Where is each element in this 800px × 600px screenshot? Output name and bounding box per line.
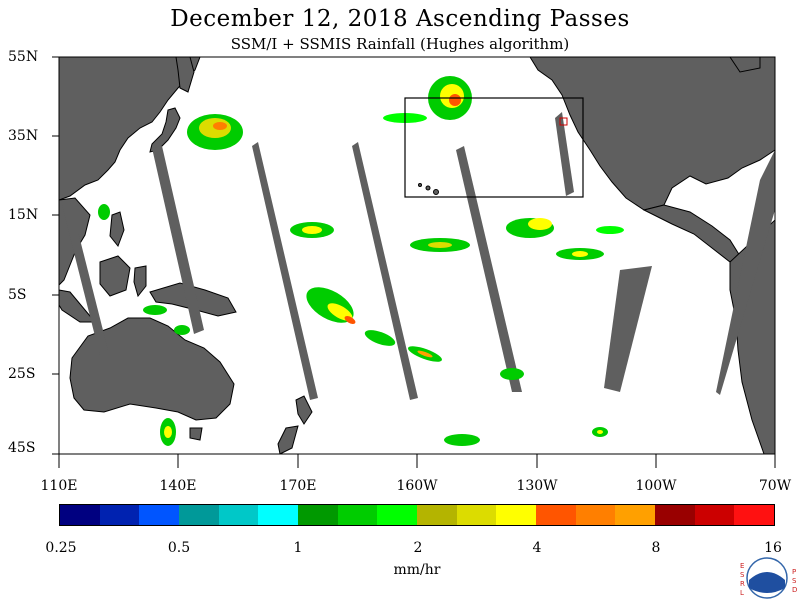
lat-label-5s: 5S (8, 287, 27, 303)
swath-gap-2 (152, 146, 204, 334)
map-subtitle: SSM/I + SSMIS Rainfall (Hughes algorithm… (230, 35, 570, 53)
rain-south (160, 418, 608, 446)
lon-label-100w: 100W (635, 478, 677, 494)
colorbar-label-16: 16 (764, 540, 782, 556)
marker-square (559, 117, 568, 126)
colorbar-swatch-1 (99, 505, 140, 525)
new-zealand-north (295, 395, 313, 425)
rain-itcz (290, 218, 624, 260)
lat-label-25s: 25S (8, 366, 36, 382)
australia (69, 317, 235, 421)
colorbar (59, 504, 775, 526)
map-title: December 12, 2018 Ascending Passes (170, 6, 630, 32)
swath-gap-8 (716, 150, 775, 395)
colorbar-label-8: 8 (651, 540, 661, 556)
swath-gap-5 (456, 146, 522, 392)
colorbar-label-0-5: 0.5 (167, 540, 191, 556)
colorbar-units: mm/hr (393, 562, 441, 578)
lon-label-160w: 160W (396, 478, 438, 494)
philippines (109, 211, 125, 247)
swath-gap-3 (252, 142, 318, 400)
hawaii-islands (418, 183, 439, 195)
colorbar-swatch-16 (694, 505, 735, 525)
lon-label-70w: 70W (758, 478, 792, 494)
colorbar-label-1: 1 (293, 540, 303, 556)
colorbar-swatch-15 (655, 505, 695, 525)
axis-ticks (52, 56, 776, 468)
colorbar-swatch-5 (258, 505, 299, 525)
lon-label-130w: 130W (516, 478, 558, 494)
sulawesi (133, 265, 147, 298)
region-box (404, 97, 584, 198)
new-zealand-south (277, 425, 299, 454)
tasmania (189, 427, 203, 441)
colorbar-label-0-25: 0.25 (45, 540, 77, 556)
swath-gap-6 (555, 112, 574, 196)
colorbar-swatch-14 (615, 505, 656, 525)
colorbar-swatch-8 (377, 505, 418, 525)
rain-maritime (98, 204, 190, 335)
colorbar-swatch-10 (456, 505, 497, 525)
colorbar-swatch-0 (60, 505, 100, 525)
colorbar-swatch-3 (179, 505, 219, 525)
colorbar-swatch-17 (734, 505, 775, 525)
arctic-islands (729, 57, 761, 73)
lon-label-170e: 170E (279, 478, 317, 494)
swath-gap-7 (604, 266, 652, 392)
rain-spcz (306, 287, 524, 380)
noaa-logo (746, 557, 788, 599)
colorbar-swatch-6 (298, 505, 338, 525)
colorbar-swatch-4 (218, 505, 259, 525)
lon-label-140e: 140E (159, 478, 197, 494)
colorbar-swatch-13 (575, 505, 616, 525)
swath-gap-1 (62, 200, 108, 356)
swath-gaps (62, 112, 775, 400)
lat-label-45s: 45S (8, 440, 36, 456)
colorbar-swatch-2 (139, 505, 180, 525)
rain-nw-pacific (187, 114, 243, 150)
colorbar-swatch-7 (337, 505, 378, 525)
borneo (99, 255, 131, 297)
lon-label-110e: 110E (40, 478, 78, 494)
rain-patches (98, 76, 624, 446)
kamchatka (175, 57, 195, 93)
swath-gap-4 (352, 142, 418, 400)
lat-label-35n: 35N (8, 128, 39, 144)
colorbar-label-2: 2 (413, 540, 423, 556)
colorbar-swatch-12 (536, 505, 576, 525)
colorbar-swatch-11 (496, 505, 537, 525)
colorbar-label-4: 4 (532, 540, 542, 556)
colorbar-swatch-9 (417, 505, 457, 525)
lat-label-15n: 15N (8, 207, 39, 223)
lat-label-55n: 55N (8, 49, 39, 65)
